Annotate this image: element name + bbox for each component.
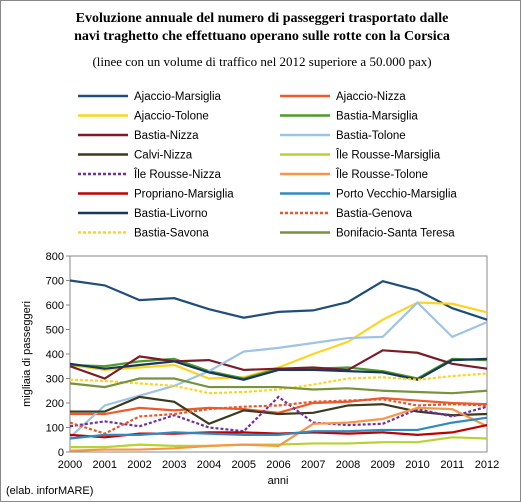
series-line — [69, 416, 488, 440]
legend-label: Bastia-Livorno — [134, 208, 208, 220]
legend-label: Bastia-Nizza — [134, 130, 199, 142]
series-line — [70, 395, 488, 426]
legend-label: Bonifacio-Santa Teresa — [336, 228, 455, 240]
chart-title: navi traghetto che effettuano operano su… — [74, 29, 450, 44]
series-line — [69, 349, 488, 380]
y-tick-label: 800 — [46, 251, 64, 263]
series-line — [69, 279, 488, 321]
legend-label: Ajaccio-Tolone — [134, 111, 209, 123]
x-tick-label: 2006 — [266, 459, 290, 471]
legend-label: Bastia-Genova — [336, 208, 413, 220]
x-tick-label: 2004 — [197, 459, 221, 471]
legend-label: Ajaccio-Nizza — [336, 91, 406, 103]
series-line — [69, 423, 488, 439]
series-line — [69, 357, 488, 381]
y-tick-label: 400 — [46, 349, 64, 361]
legend-label: Bastia-Savona — [134, 228, 209, 240]
chart-subtitle: (linee con un volume di traffico nel 201… — [92, 54, 431, 69]
x-tick-label: 2005 — [232, 459, 256, 471]
x-axis-label: anni — [268, 475, 289, 487]
x-tick-label: 2000 — [58, 459, 82, 471]
legend-label: Bastia-Marsiglia — [336, 111, 418, 123]
series-line — [69, 301, 488, 439]
y-tick-label: 0 — [58, 447, 64, 459]
x-tick-label: 2012 — [475, 459, 499, 471]
x-tick-label: 2009 — [371, 459, 395, 471]
series-line — [69, 377, 488, 395]
legend-label: Bastia-Tolone — [336, 130, 406, 142]
legend-label: Ajaccio-Marsiglia — [134, 91, 222, 103]
x-tick-label: 2002 — [127, 459, 151, 471]
y-tick-label: 200 — [46, 398, 64, 410]
x-tick-label: 2010 — [405, 459, 429, 471]
x-tick-label: 2008 — [336, 459, 360, 471]
series-line — [69, 395, 488, 433]
y-tick-label: 500 — [46, 325, 64, 337]
chart-title: Evoluzione annuale del numero di passegg… — [76, 11, 449, 26]
x-tick-label: 2001 — [93, 459, 117, 471]
y-tick-label: 300 — [46, 374, 64, 386]
y-tick-label: 600 — [46, 300, 64, 312]
series-line — [70, 396, 488, 416]
legend-label: Porto Vecchio-Marsiglia — [336, 189, 457, 201]
legend-label: Île Rousse-Marsiglia — [335, 149, 441, 162]
legend-label: Propriano-Marsiglia — [134, 189, 234, 201]
y-tick-label: 100 — [46, 423, 64, 435]
legend-label: Calvi-Nizza — [134, 150, 193, 162]
y-axis-label: migliaia di passeggeri — [21, 301, 33, 407]
x-tick-label: 2007 — [301, 459, 325, 471]
x-tick-label: 2011 — [440, 459, 464, 471]
series-line — [69, 398, 488, 435]
series-line — [69, 406, 488, 452]
legend-label: Île Rousse-Tolone — [335, 168, 428, 181]
x-tick-label: 2003 — [162, 459, 186, 471]
y-tick-label: 700 — [46, 276, 64, 288]
legend-label: Île Rousse-Nizza — [133, 168, 222, 181]
source-note: (elab. inforMARE) — [6, 485, 93, 497]
